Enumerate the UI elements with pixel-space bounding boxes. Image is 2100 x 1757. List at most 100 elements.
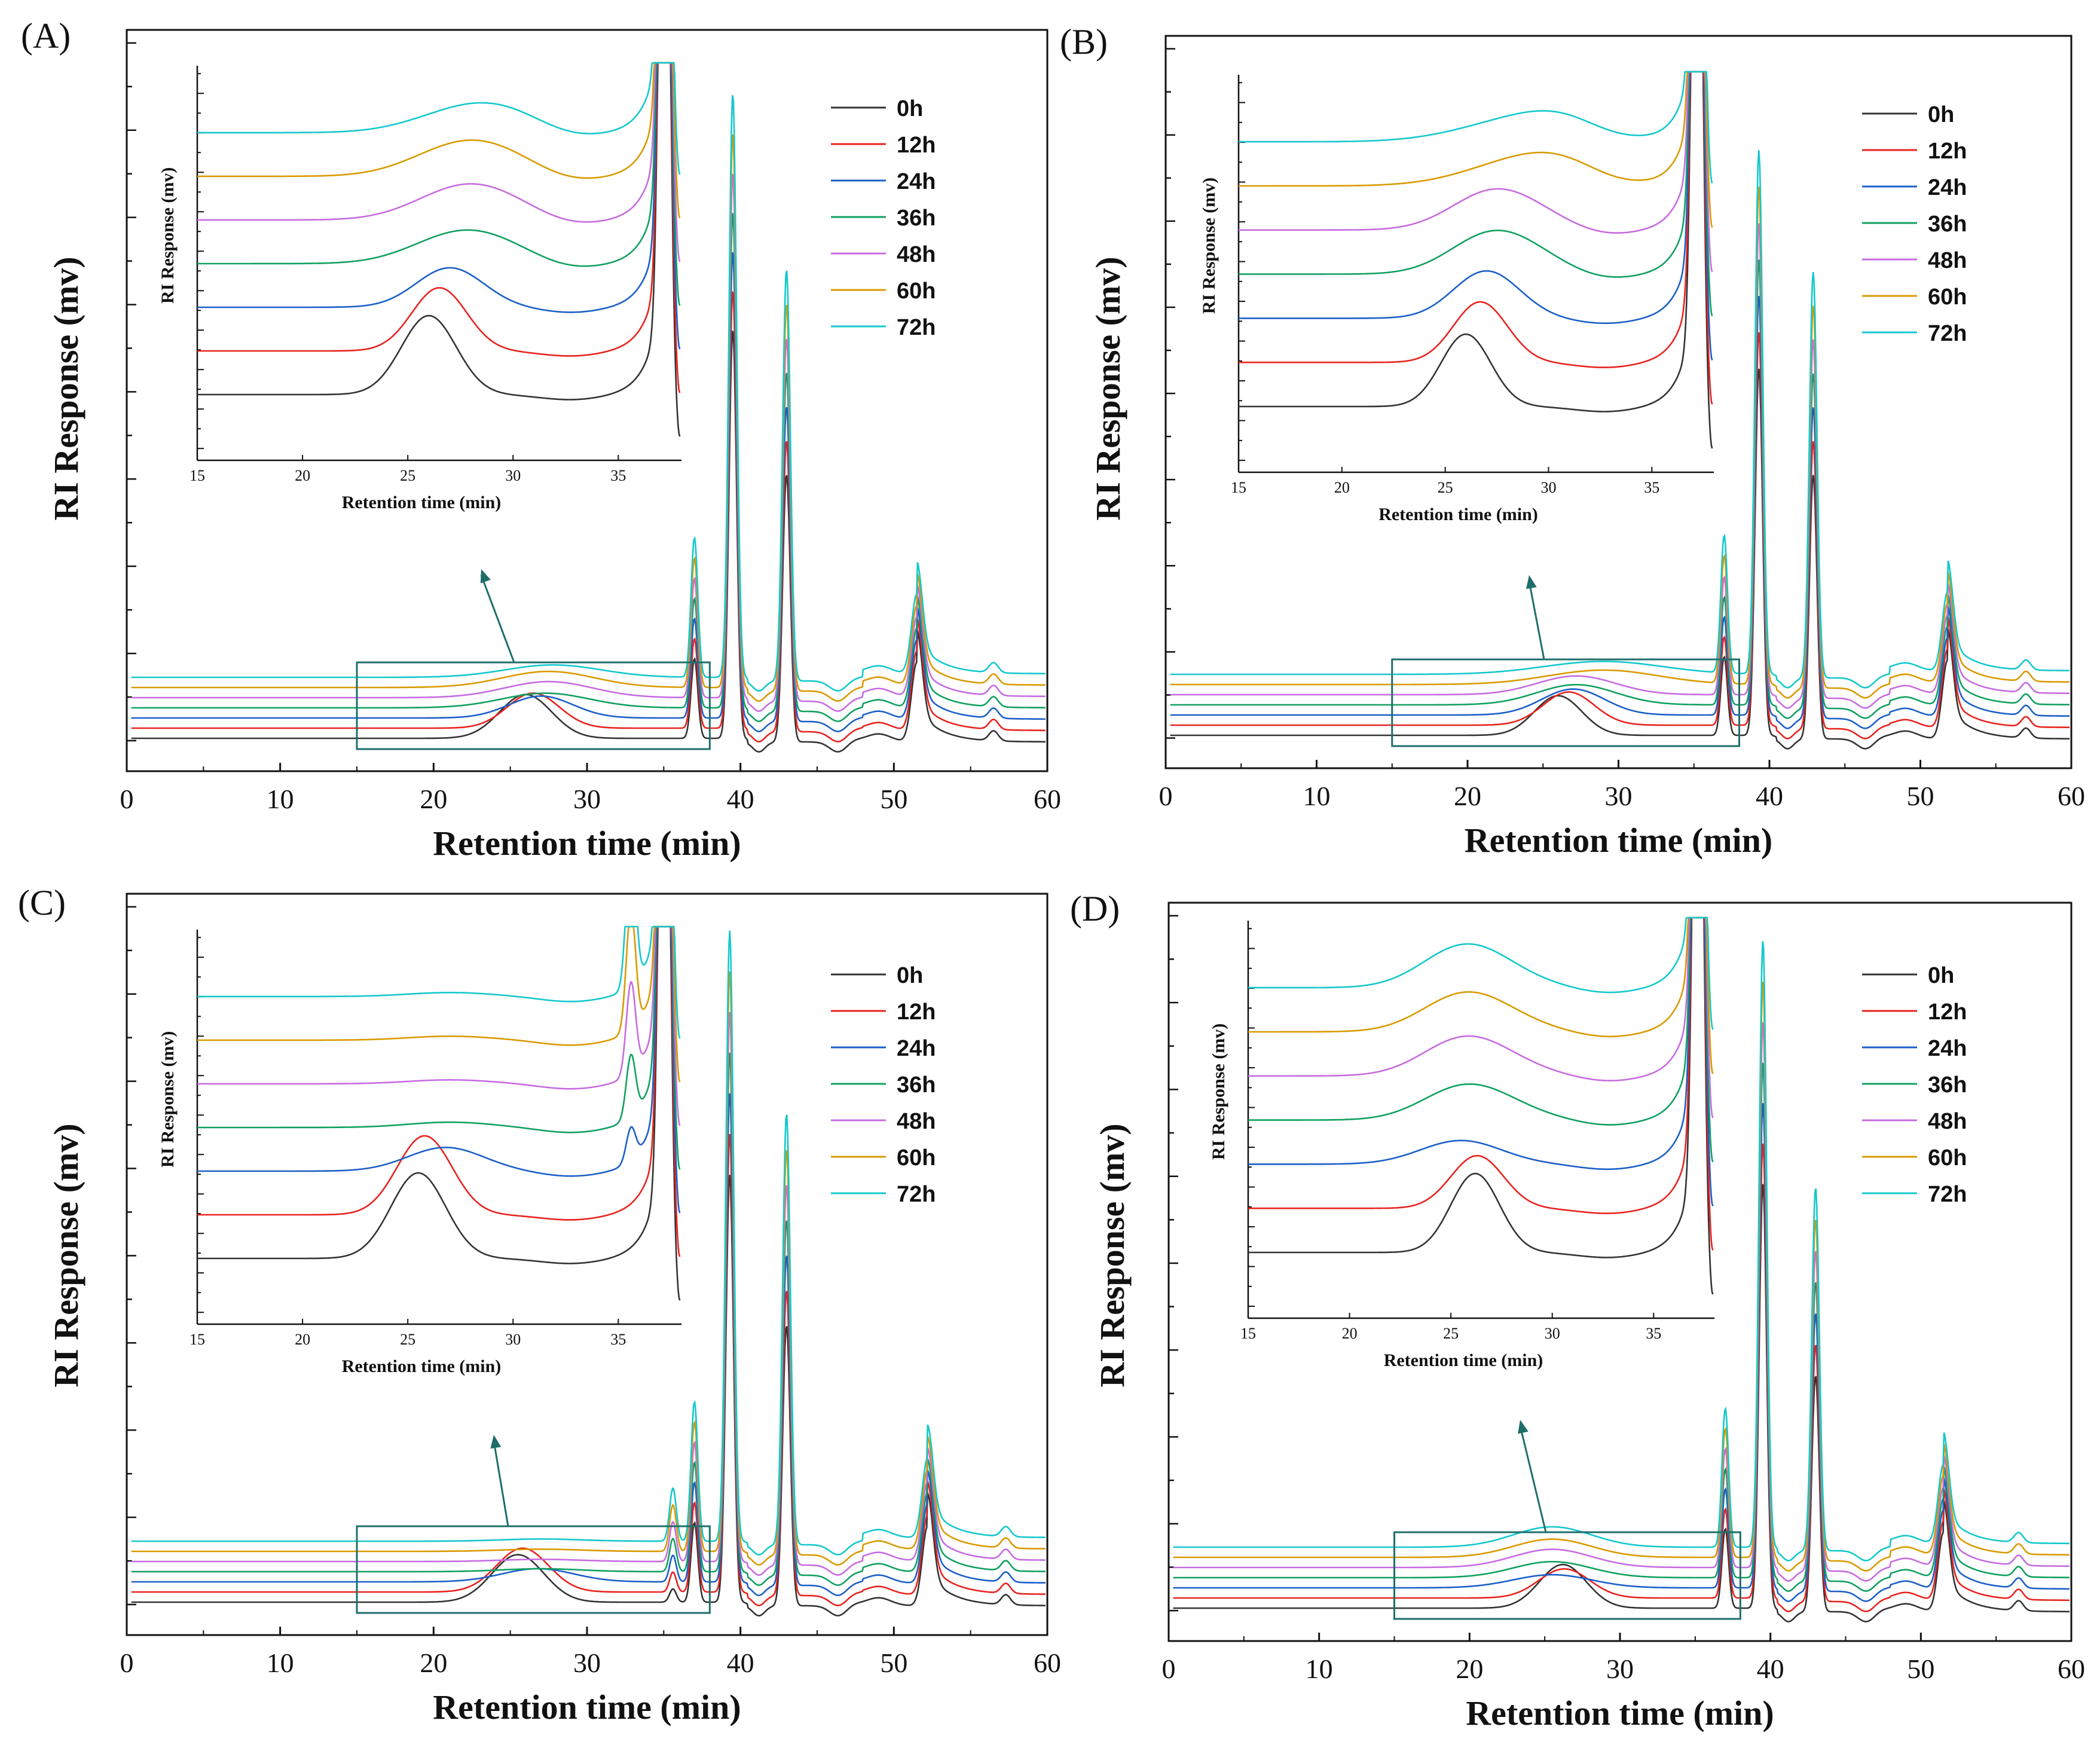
x-tick-label: 40 — [1756, 781, 1783, 811]
series-12h — [1170, 332, 2070, 740]
legend-label-24h: 24h — [897, 169, 936, 194]
inset-series-12h — [197, 925, 681, 1257]
inset-x-tick-label: 30 — [1540, 479, 1556, 496]
inset-x-axis-title: Retention time (min) — [342, 1356, 502, 1376]
inset-chart: 15 20 25 30 35 Retention time (min) RI Respons… — [158, 62, 681, 512]
inset-chart: 15 20 25 30 35 Retention time (min) RI Respons… — [158, 925, 681, 1376]
inset-series-0h — [197, 62, 681, 437]
series-24h — [1170, 296, 2070, 729]
legend-label-0h: 0h — [897, 963, 923, 988]
x-axis-title: Retention time (min) — [1466, 1694, 1774, 1732]
legend-label-0h: 0h — [1928, 102, 1954, 127]
inset-series-48h — [1239, 71, 1713, 273]
inset-series-48h — [197, 925, 681, 1126]
legend-label-12h: 12h — [1928, 1000, 1967, 1025]
x-tick-label: 20 — [420, 784, 447, 814]
zoom-arrow-head — [1518, 1420, 1529, 1434]
inset-series-12h — [1248, 916, 1714, 1251]
x-tick-label: 50 — [880, 1648, 907, 1678]
series-0h — [1173, 1184, 2070, 1622]
series-36h — [131, 1052, 1046, 1586]
x-tick-label: 10 — [267, 1648, 294, 1678]
x-tick-label: 0 — [1159, 781, 1173, 811]
inset-series-36h — [197, 925, 681, 1170]
inset-x-tick-label: 20 — [295, 467, 310, 484]
x-tick-label: 30 — [573, 1648, 601, 1678]
inset-series-72h — [197, 62, 681, 175]
legend-label-48h: 48h — [897, 242, 936, 267]
inset-x-tick-label: 30 — [505, 467, 521, 484]
legend-label-48h: 48h — [897, 1109, 936, 1134]
panel-c: (C) 0 10 20 30 40 50 60 Retention time (min) RI R… — [18, 883, 1061, 1727]
inset-x-tick-label: 30 — [1545, 1325, 1560, 1342]
legend: 0h 12h 24h 36h 48h 60h 72h — [1862, 102, 1967, 346]
inset-x-tick-label: 25 — [400, 1331, 415, 1348]
inset-x-axis-title: Retention time (min) — [1378, 505, 1538, 524]
panel-a: (A) 0 10 20 30 40 50 60 Retention time (min) RI R… — [21, 16, 1061, 863]
x-tick-label: 50 — [880, 784, 907, 814]
series-72h — [131, 930, 1046, 1556]
inset-x-tick-label: 15 — [189, 1331, 205, 1348]
legend-label-36h: 36h — [1928, 212, 1967, 237]
x-tick-label: 40 — [1757, 1654, 1784, 1684]
x-tick-label: 60 — [2058, 781, 2085, 811]
zoom-arrow-head — [480, 569, 491, 583]
x-tick-label: 40 — [727, 1648, 754, 1678]
legend-label-36h: 36h — [1928, 1072, 1967, 1098]
series-72h — [1173, 941, 2070, 1562]
x-tick-label: 60 — [1034, 1648, 1061, 1678]
zoom-arrow-head — [490, 1435, 502, 1449]
series-72h — [1170, 150, 2070, 689]
inset-y-axis-title: RI Response (mv) — [1199, 178, 1219, 314]
inset-y-axis-title: RI Response (mv) — [158, 1031, 178, 1168]
legend-label-60h: 60h — [1928, 1145, 1967, 1171]
inset-x-tick-label: 35 — [610, 467, 626, 484]
legend-label-36h: 36h — [897, 1072, 936, 1098]
inset-series-24h — [197, 62, 681, 350]
x-tick-label: 50 — [1907, 781, 1934, 811]
x-tick-label: 60 — [1034, 784, 1061, 814]
legend-label-48h: 48h — [1928, 248, 1967, 273]
legend-label-72h: 72h — [897, 1182, 936, 1207]
inset-x-tick-label: 15 — [1240, 1325, 1256, 1342]
zoom-arrow — [480, 575, 515, 663]
inset-chart: 15 20 25 30 35 Retention time (min) RI Respons… — [1199, 71, 1714, 524]
inset-series-24h — [1239, 71, 1713, 360]
inset-series-0h — [1248, 916, 1714, 1295]
legend-label-24h: 24h — [1928, 175, 1967, 200]
inset-series-48h — [1248, 916, 1714, 1119]
zoom-box — [356, 661, 711, 750]
legend: 0h 12h 24h 36h 48h 60h 72h — [831, 96, 936, 340]
inset-y-axis-title: RI Response (mv) — [158, 167, 178, 304]
x-tick-label: 10 — [1303, 781, 1331, 811]
series-12h — [131, 291, 1046, 742]
panel-label: (D) — [1070, 889, 1120, 928]
legend-label-72h: 72h — [897, 315, 936, 340]
inset-series-0h — [1239, 71, 1713, 449]
inset-x-tick-label: 35 — [1646, 1325, 1661, 1342]
zoom-box — [1393, 1531, 1741, 1620]
legend-label-12h: 12h — [897, 1000, 936, 1025]
panel-d: (D) 0 10 20 30 40 50 60 Retention time (min) RI R… — [1070, 889, 2085, 1732]
inset-x-axis-title: Retention time (min) — [342, 493, 502, 512]
series-36h — [131, 213, 1046, 722]
zoom-arrow-head — [1526, 575, 1537, 589]
series-24h — [131, 252, 1046, 732]
inset-x-tick-label: 35 — [1644, 479, 1659, 496]
series-0h — [131, 331, 1046, 753]
series-48h — [1173, 1022, 2070, 1582]
series-36h — [1170, 259, 2070, 719]
panel-label: (C) — [18, 883, 66, 922]
inset-series-36h — [197, 62, 681, 306]
series-72h — [131, 95, 1046, 692]
panel-b: (B) 0 10 20 30 40 50 60 Retention time (min) RI R… — [1060, 22, 2085, 860]
legend-label-12h: 12h — [1928, 139, 1967, 164]
zoom-box — [356, 1525, 711, 1614]
inset-series-72h — [1239, 71, 1713, 184]
series-60h — [1173, 982, 2070, 1572]
x-tick-label: 30 — [1605, 781, 1633, 811]
legend: 0h 12h 24h 36h 48h 60h 72h — [1862, 963, 1967, 1207]
inset-series-60h — [1239, 71, 1713, 228]
x-axis-title: Retention time (min) — [433, 1688, 741, 1727]
series-24h — [1173, 1103, 2070, 1602]
